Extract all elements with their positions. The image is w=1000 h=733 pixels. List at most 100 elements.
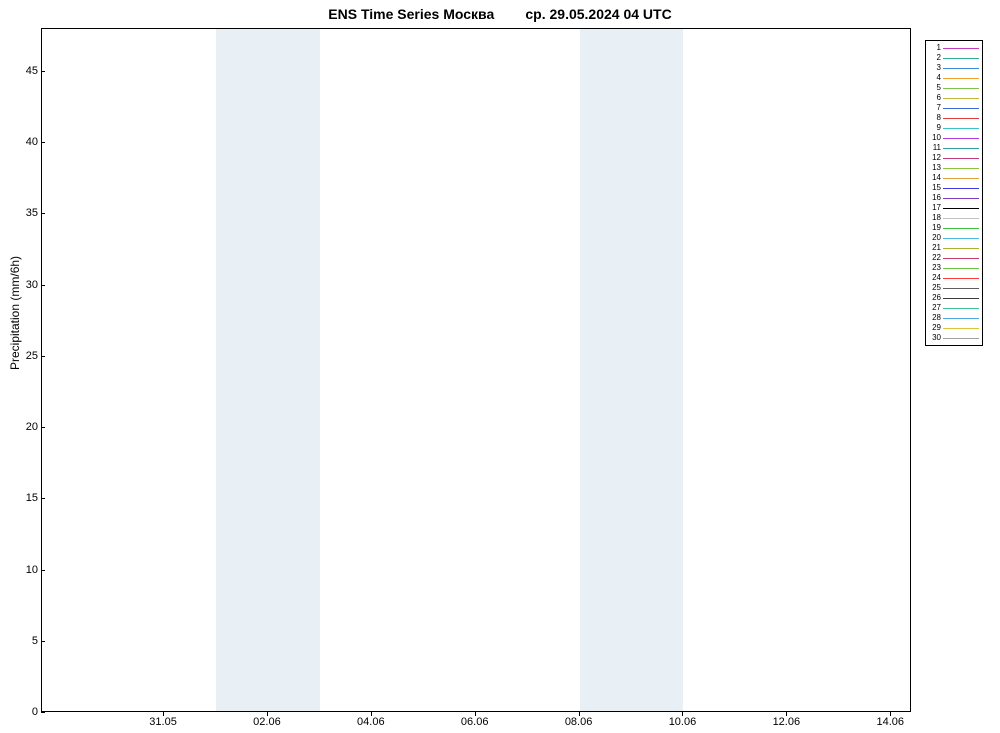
- legend-item-swatch: [943, 248, 979, 249]
- legend-item: 10: [929, 133, 979, 143]
- y-tick-mark: [41, 71, 45, 72]
- legend-item-label: 2: [929, 53, 943, 63]
- y-tick-label: 15: [26, 492, 38, 504]
- y-tick-mark: [41, 570, 45, 571]
- title-part2: ср. 29.05.2024 04 UTC: [525, 6, 671, 22]
- legend-item-swatch: [943, 148, 979, 149]
- y-tick-label: 40: [26, 136, 38, 148]
- legend-item-swatch: [943, 48, 979, 49]
- legend-item: 9: [929, 123, 979, 133]
- legend-item-swatch: [943, 168, 979, 169]
- legend-item-label: 5: [929, 83, 943, 93]
- y-tick-mark: [41, 427, 45, 428]
- legend-item: 19: [929, 223, 979, 233]
- y-tick-mark: [41, 356, 45, 357]
- chart-title: ENS Time Series Москва ср. 29.05.2024 04…: [0, 6, 1000, 22]
- legend-item: 1: [929, 43, 979, 53]
- legend-item: 6: [929, 93, 979, 103]
- y-axis-label: Precipitation (mm/6h): [8, 256, 22, 370]
- legend-item: 23: [929, 263, 979, 273]
- legend-item-label: 9: [929, 123, 943, 133]
- y-tick-label: 45: [26, 65, 38, 77]
- legend-item-label: 28: [929, 313, 943, 323]
- x-tick-mark: [163, 712, 164, 716]
- legend-item-label: 13: [929, 163, 943, 173]
- y-tick-label: 10: [26, 564, 38, 576]
- legend-item-swatch: [943, 278, 979, 279]
- legend-item: 21: [929, 243, 979, 253]
- y-tick-mark: [41, 213, 45, 214]
- x-tick-label: 08.06: [565, 716, 593, 728]
- legend-item-swatch: [943, 88, 979, 89]
- legend-item: 16: [929, 193, 979, 203]
- legend-item: 5: [929, 83, 979, 93]
- legend-item: 7: [929, 103, 979, 113]
- legend-item-label: 21: [929, 243, 943, 253]
- legend-item-swatch: [943, 218, 979, 219]
- legend-item-label: 24: [929, 273, 943, 283]
- legend-item-swatch: [943, 138, 979, 139]
- legend-item: 15: [929, 183, 979, 193]
- legend-item-swatch: [943, 68, 979, 69]
- legend-item-swatch: [943, 298, 979, 299]
- weekend-band: [216, 29, 320, 711]
- y-tick-label: 20: [26, 421, 38, 433]
- y-tick-label: 0: [32, 706, 38, 718]
- legend-item-label: 7: [929, 103, 943, 113]
- x-tick-mark: [475, 712, 476, 716]
- y-tick-mark: [41, 712, 45, 713]
- legend-item: 30: [929, 333, 979, 343]
- legend-item: 18: [929, 213, 979, 223]
- legend-item-swatch: [943, 78, 979, 79]
- legend-item-label: 14: [929, 173, 943, 183]
- legend-item-label: 22: [929, 253, 943, 263]
- legend-item-label: 29: [929, 323, 943, 333]
- legend-item-swatch: [943, 198, 979, 199]
- legend-item: 24: [929, 273, 979, 283]
- legend-item: 8: [929, 113, 979, 123]
- legend-item-swatch: [943, 158, 979, 159]
- legend-item-swatch: [943, 238, 979, 239]
- legend-item: 4: [929, 73, 979, 83]
- x-tick-mark: [890, 712, 891, 716]
- legend-item: 28: [929, 313, 979, 323]
- x-tick-label: 12.06: [773, 716, 801, 728]
- y-tick-mark: [41, 142, 45, 143]
- x-tick-label: 06.06: [461, 716, 489, 728]
- y-tick-label: 25: [26, 350, 38, 362]
- legend-item-swatch: [943, 58, 979, 59]
- legend-item-swatch: [943, 328, 979, 329]
- legend-item: 29: [929, 323, 979, 333]
- legend-item: 2: [929, 53, 979, 63]
- legend-item-swatch: [943, 108, 979, 109]
- x-tick-label: 02.06: [253, 716, 281, 728]
- x-tick-mark: [786, 712, 787, 716]
- legend-item-label: 27: [929, 303, 943, 313]
- legend-item-swatch: [943, 268, 979, 269]
- legend-item-swatch: [943, 98, 979, 99]
- legend-item-swatch: [943, 118, 979, 119]
- legend-item-label: 12: [929, 153, 943, 163]
- legend-item-swatch: [943, 258, 979, 259]
- legend-item-label: 11: [929, 143, 943, 153]
- x-tick-label: 04.06: [357, 716, 385, 728]
- y-tick-label: 35: [26, 207, 38, 219]
- x-tick-mark: [682, 712, 683, 716]
- legend: 1234567891011121314151617181920212223242…: [925, 40, 983, 346]
- legend-item: 12: [929, 153, 979, 163]
- legend-item: 3: [929, 63, 979, 73]
- plot-area: [41, 28, 911, 712]
- legend-item-label: 6: [929, 93, 943, 103]
- legend-item-label: 8: [929, 113, 943, 123]
- legend-item: 20: [929, 233, 979, 243]
- x-tick-label: 10.06: [669, 716, 697, 728]
- legend-item-swatch: [943, 188, 979, 189]
- legend-item-label: 30: [929, 333, 943, 343]
- legend-item-label: 25: [929, 283, 943, 293]
- legend-item-swatch: [943, 338, 979, 339]
- legend-item-label: 20: [929, 233, 943, 243]
- x-tick-mark: [267, 712, 268, 716]
- legend-item-label: 4: [929, 73, 943, 83]
- legend-item-label: 16: [929, 193, 943, 203]
- legend-item-swatch: [943, 228, 979, 229]
